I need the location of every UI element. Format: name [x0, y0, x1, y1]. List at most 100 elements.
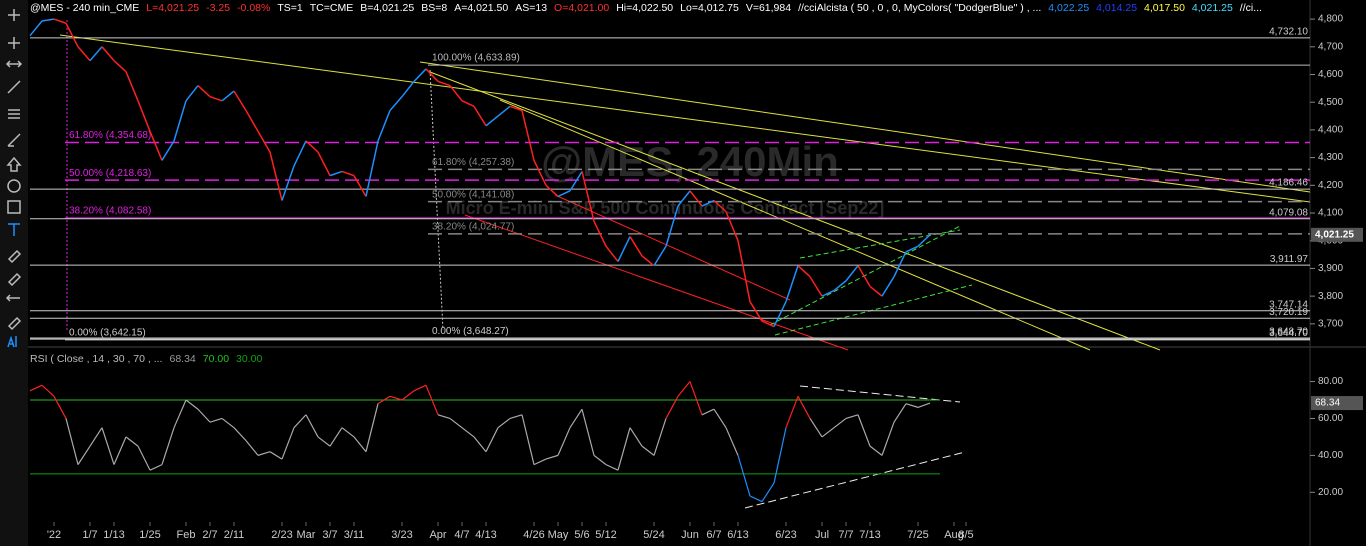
header-item: //ci... — [1239, 2, 1262, 14]
header-item: -0.08% — [237, 2, 271, 14]
tool-icon[interactable] — [8, 9, 20, 21]
trendline — [744, 451, 966, 509]
header-item: B=4,021.25 — [360, 2, 415, 14]
tool-icon[interactable] — [7, 179, 21, 193]
tool-icon[interactable] — [7, 133, 21, 147]
price-segment — [377, 110, 391, 142]
trendline — [769, 225, 961, 326]
rsi-segment — [353, 436, 367, 453]
header-item: 68.34 — [169, 353, 196, 365]
rsi-value-box — [1311, 396, 1363, 411]
price-segment — [509, 105, 523, 112]
price-segment — [101, 46, 115, 62]
tool-icon[interactable] — [5, 60, 23, 68]
price-segment — [677, 190, 691, 207]
level-label: 3,648.70 — [1269, 327, 1308, 338]
rsi-segment — [113, 436, 127, 465]
rsi-segment — [677, 381, 691, 397]
price-header: @MES - 240 min_CME L=4,021.25 -3.25 -0.08% T… — [30, 2, 1262, 14]
rsi-segment — [125, 436, 139, 447]
header-item: RSI ( Close , 14 , 30 , 70 , ... — [30, 353, 163, 365]
price-segment — [173, 100, 187, 142]
tool-icon[interactable] — [8, 223, 20, 236]
price-segment — [773, 301, 787, 327]
price-segment — [437, 80, 451, 87]
rsi-segment — [233, 427, 247, 442]
y-tick-label: 4,600 — [1318, 69, 1343, 80]
rsi-segment — [557, 427, 571, 456]
tool-icon[interactable] — [8, 109, 20, 119]
level-label: 100.00% (4,633.89) — [432, 53, 520, 64]
last-price-box — [1311, 227, 1363, 242]
tool-icon[interactable] — [7, 249, 22, 264]
level-label: 3,720.19 — [1269, 307, 1308, 318]
tool-icon[interactable] — [5, 294, 20, 302]
price-segment — [53, 18, 67, 24]
price-segment — [557, 190, 571, 198]
trendline — [499, 99, 1091, 351]
tool-icon[interactable] — [8, 37, 20, 49]
price-segment — [473, 105, 487, 127]
tool-icon[interactable] — [7, 200, 21, 214]
tool-icon[interactable] — [6, 156, 22, 172]
rsi-segment — [845, 414, 859, 420]
rsi-segment — [701, 408, 715, 416]
price-segment — [137, 100, 151, 132]
x-tick-label: Jul — [815, 529, 829, 541]
price-segment — [641, 255, 655, 267]
x-tick-label: Aug — [944, 529, 964, 541]
tool-icon[interactable] — [7, 316, 22, 331]
level-label: 0.00% (3,642.15) — [69, 328, 146, 339]
header-item: TS=1 — [277, 2, 303, 14]
rsi-segment — [509, 414, 523, 420]
price-segment — [689, 190, 703, 207]
price-segment — [713, 199, 727, 213]
rsi-segment — [653, 418, 667, 456]
tool-icon[interactable] — [7, 335, 17, 348]
tool-icon[interactable] — [7, 80, 21, 94]
rsi-segment — [857, 414, 871, 447]
header-item: L=4,021.25 — [146, 2, 200, 14]
y-tick-label: 4,100 — [1318, 208, 1343, 219]
price-segment — [65, 22, 79, 48]
price-segment — [281, 165, 295, 201]
x-tick-label: Jun — [681, 529, 699, 541]
price-segment — [365, 140, 379, 197]
x-tick-label: 7/7 — [838, 529, 853, 541]
rsi-segment — [713, 408, 727, 429]
rsi-segment — [917, 402, 931, 408]
rsi-segment — [365, 403, 379, 452]
price-segment — [605, 245, 619, 262]
y-tick-label: 3,700 — [1318, 318, 1343, 329]
price-segment — [653, 245, 667, 267]
rsi-segment — [641, 445, 655, 456]
rsi-segment — [389, 395, 403, 401]
price-segment — [161, 140, 175, 161]
rsi-segment — [749, 495, 763, 503]
fib-anchor — [429, 69, 444, 331]
y-tick-label: 4,500 — [1318, 97, 1343, 108]
rsi-segment — [329, 427, 343, 447]
price-segment — [521, 110, 535, 161]
x-tick-label: 4/13 — [475, 529, 496, 541]
rsi-segment — [29, 384, 43, 392]
x-tick-label: 5/24 — [643, 529, 664, 541]
price-segment — [41, 18, 55, 22]
x-tick-label: 5/12 — [595, 529, 616, 541]
price-segment — [221, 90, 235, 102]
rsi-segment — [809, 418, 823, 438]
x-tick-label: 3/11 — [344, 529, 365, 541]
y-tick-label: 80.00 — [1318, 376, 1343, 387]
rsi-segment — [317, 436, 331, 447]
rsi-segment — [161, 427, 175, 465]
rsi-segment — [257, 451, 271, 456]
x-tick-label: Mar — [297, 529, 316, 541]
rsi-segment — [53, 396, 67, 419]
tool-icon[interactable] — [7, 272, 22, 287]
x-tick-label: 3/7 — [322, 529, 337, 541]
price-segment — [905, 245, 919, 253]
y-tick-label: 4,700 — [1318, 41, 1343, 52]
price-segment — [785, 265, 799, 302]
rsi-segment — [545, 454, 559, 460]
